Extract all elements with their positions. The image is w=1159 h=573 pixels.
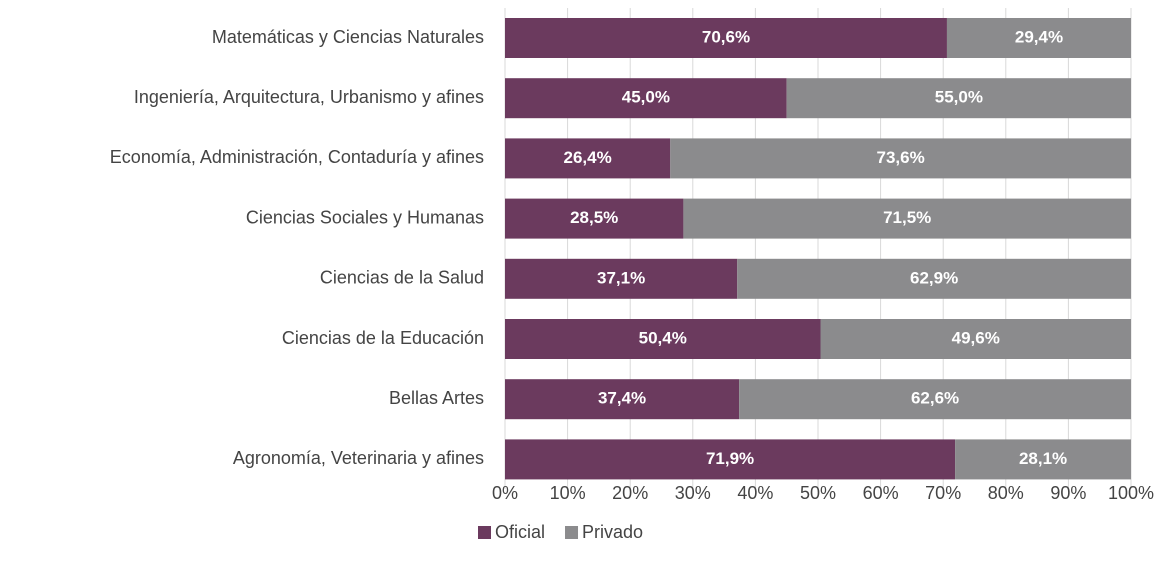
x-tick-label: 10% — [550, 483, 586, 503]
bar-segment — [505, 439, 956, 480]
value-label: 37,4% — [598, 389, 646, 408]
bar-segment — [737, 258, 1131, 299]
y-tick-label: Matemáticas y Ciencias Naturales — [212, 27, 484, 47]
value-label: 62,9% — [910, 268, 958, 287]
y-tick-label: Ingeniería, Arquitectura, Urbanismo y af… — [134, 87, 484, 107]
y-tick-label: Agronomía, Veterinaria y afines — [233, 448, 484, 468]
legend-label: Oficial — [495, 522, 545, 542]
value-label: 71,5% — [883, 208, 931, 227]
legend-swatch — [478, 526, 491, 539]
value-label: 50,4% — [639, 328, 687, 347]
x-tick-label: 80% — [988, 483, 1024, 503]
value-label: 49,6% — [952, 328, 1000, 347]
value-label: 70,6% — [702, 27, 750, 46]
bar-segment — [739, 379, 1131, 420]
bar-segment — [505, 379, 740, 420]
value-label: 71,9% — [706, 449, 754, 468]
bar-segment — [505, 258, 738, 299]
bar-segment — [505, 198, 684, 239]
bar-segment — [505, 18, 947, 58]
x-tick-label: 50% — [800, 483, 836, 503]
x-tick-label: 60% — [863, 483, 899, 503]
value-label: 28,5% — [570, 208, 618, 227]
bar-segment — [670, 138, 1131, 179]
bar-segment — [786, 78, 1131, 119]
x-tick-label: 70% — [925, 483, 961, 503]
y-tick-label: Ciencias de la Educación — [282, 328, 484, 348]
y-tick-label: Ciencias Sociales y Humanas — [246, 207, 484, 227]
legend-swatch — [565, 526, 579, 539]
value-label: 73,6% — [877, 148, 925, 167]
y-tick-label: Ciencias de la Salud — [320, 268, 484, 288]
value-label: 55,0% — [935, 88, 983, 107]
value-label: 37,1% — [597, 268, 645, 287]
y-tick-label: Economía, Administración, Contaduría y a… — [110, 147, 484, 167]
x-tick-label: 90% — [1050, 483, 1086, 503]
bar-segment — [820, 319, 1131, 359]
value-label: 26,4% — [564, 148, 612, 167]
x-tick-label: 40% — [737, 483, 773, 503]
x-tick-label: 20% — [612, 483, 648, 503]
x-tick-label: 0% — [492, 483, 518, 503]
value-label: 45,0% — [622, 88, 670, 107]
legend-label: Privado — [582, 522, 643, 542]
bar-segment — [505, 78, 787, 119]
x-tick-label: 100% — [1108, 483, 1154, 503]
value-label: 62,6% — [911, 389, 959, 408]
bar-segment — [946, 18, 1131, 58]
x-tick-label: 30% — [675, 483, 711, 503]
bar-segment — [505, 319, 821, 359]
bar-segment — [683, 198, 1131, 239]
value-label: 29,4% — [1015, 27, 1063, 46]
value-label: 28,1% — [1019, 449, 1067, 468]
bar-segment — [955, 439, 1131, 480]
bar-segment — [505, 138, 671, 179]
y-tick-label: Bellas Artes — [389, 388, 484, 408]
